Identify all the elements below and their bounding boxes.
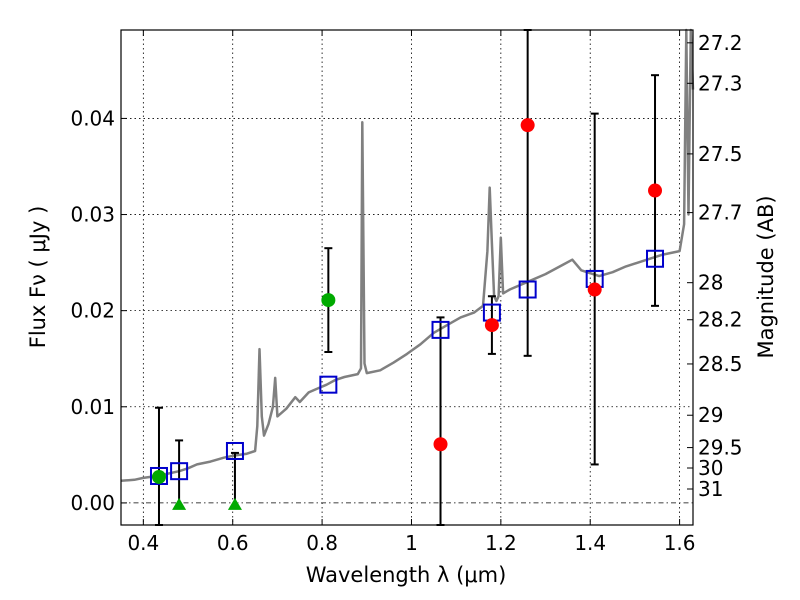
mag-tick-label: 29 — [698, 403, 723, 427]
mag-tick-label: 28.2 — [698, 308, 743, 332]
x-tick-label: 1 — [405, 531, 418, 555]
red-circle-marker — [587, 282, 602, 297]
mag-tick-label: 27.5 — [698, 142, 743, 166]
y-tick-label: 0.01 — [70, 395, 115, 419]
grid-lines — [121, 30, 693, 525]
y-tick-label: 0.04 — [70, 106, 115, 130]
mag-tick-label: 27.2 — [698, 31, 743, 55]
plot-frame — [120, 29, 694, 526]
green-triangle-marker — [227, 497, 242, 510]
model-square-marker — [225, 441, 244, 460]
x-tick-label: 0.8 — [306, 531, 338, 555]
x-axis-label: Wavelength λ (μm) — [306, 563, 507, 587]
axis-ticks: 0.4 0.6 0.8 1 1.2 1.4 1.6 0.00 0.01 0.02 0.03 0.04 2… — [70, 30, 743, 555]
x-tick-label: 1.2 — [485, 531, 517, 555]
model-square-marker — [170, 462, 189, 481]
mag-tick-label: 27.7 — [698, 201, 743, 225]
y-tick-label: 0.00 — [70, 491, 115, 515]
model-square-marker — [319, 375, 338, 394]
mag-tick-label: 28.5 — [698, 352, 743, 376]
red-circle-marker — [484, 318, 499, 333]
mag-tick-label: 31 — [698, 477, 723, 501]
x-tick-label: 0.6 — [217, 531, 249, 555]
green-circle-marker — [321, 293, 336, 308]
x-tick-label: 1.4 — [574, 531, 606, 555]
mag-tick-label: 28 — [698, 271, 723, 295]
y-tick-label: 0.03 — [70, 203, 115, 227]
model-square-marker — [518, 280, 537, 299]
model-square-marker — [431, 320, 450, 339]
mag-tick-label: 29.5 — [698, 436, 743, 460]
green-triangle-marker — [172, 497, 187, 510]
x-tick-label: 0.4 — [127, 531, 159, 555]
y-tick-label: 0.02 — [70, 299, 115, 323]
x-tick-label: 1.6 — [664, 531, 696, 555]
y-axis-right-label: Magnitude (AB) — [754, 195, 778, 358]
red-circle-marker — [520, 118, 535, 133]
mag-tick-label: 27.3 — [698, 71, 743, 95]
green-circle-marker — [151, 469, 166, 484]
red-circle-marker — [433, 437, 448, 452]
data-marks — [149, 29, 665, 526]
model-square-marker — [149, 466, 168, 485]
red-circle-marker — [648, 183, 663, 198]
template-spectrum-line — [120, 28, 695, 483]
model-square-marker — [646, 249, 665, 268]
mag-tick-label: 30 — [698, 456, 723, 480]
y-axis-label: Flux Fν ( μJy ) — [26, 206, 50, 349]
